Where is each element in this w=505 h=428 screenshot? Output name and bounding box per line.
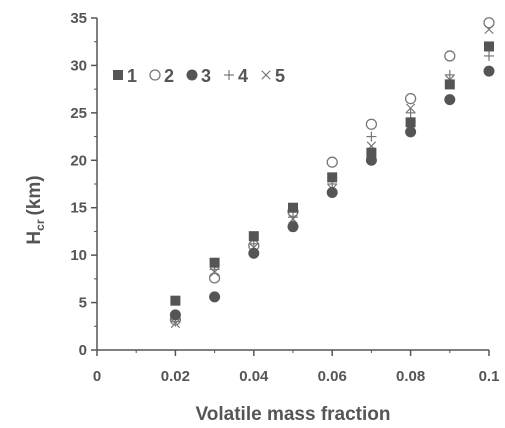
point-series-3-3 xyxy=(287,221,299,233)
point-series-2-1 xyxy=(208,272,221,284)
legend-label-1: 1 xyxy=(127,66,137,86)
legend-label-4: 4 xyxy=(238,66,248,86)
y-tick-label-2: 10 xyxy=(70,247,87,264)
x-tick-label-2: 0.04 xyxy=(239,368,269,385)
point-series-2-4 xyxy=(326,156,338,168)
point-series-3-8 xyxy=(483,65,495,77)
point-series-4-3 xyxy=(288,212,298,223)
point-series-3-5 xyxy=(365,154,377,166)
y-tick-label-7: 35 xyxy=(70,10,87,27)
legend-label-2: 2 xyxy=(164,66,174,86)
y-tick-label-6: 30 xyxy=(70,57,87,74)
y-tick-label-1: 5 xyxy=(79,295,87,312)
point-series-3-6 xyxy=(405,126,417,138)
point-series-2-6 xyxy=(404,92,417,105)
x-tick-label-1: 0.02 xyxy=(161,368,190,385)
point-series-1-7 xyxy=(444,79,455,90)
point-series-1-3 xyxy=(288,202,298,213)
point-series-3-1 xyxy=(209,291,221,303)
point-series-3-7 xyxy=(444,94,456,106)
point-series-1-8 xyxy=(484,41,494,52)
point-series-2-7 xyxy=(444,50,456,62)
y-tick-label-5: 25 xyxy=(70,105,87,122)
data-points xyxy=(169,17,495,329)
x-tick-label-4: 0.08 xyxy=(396,368,425,385)
legend-marker-1 xyxy=(113,70,123,80)
y-tick-label-0: 0 xyxy=(79,342,87,359)
point-series-1-4 xyxy=(327,172,338,183)
legend-marker-4 xyxy=(224,70,234,80)
legend-marker-5 xyxy=(261,70,271,80)
point-series-4-6 xyxy=(405,107,416,118)
point-series-3-4 xyxy=(326,187,338,199)
x-tick-label-3: 0.06 xyxy=(318,368,347,385)
tick-marks xyxy=(91,17,490,356)
point-series-2-5 xyxy=(365,118,378,130)
y-axis-title-main: H xyxy=(24,231,45,245)
point-series-1-5 xyxy=(366,147,377,158)
point-series-1-1 xyxy=(209,257,220,268)
point-series-4-5 xyxy=(366,131,377,142)
axes xyxy=(96,18,489,351)
y-axis-title: Hcr (km) xyxy=(24,175,47,244)
point-series-1-0 xyxy=(170,295,181,306)
legend-marker-3 xyxy=(186,69,198,81)
x-tick-label-5: 0.1 xyxy=(479,368,500,385)
point-series-1-2 xyxy=(248,231,259,242)
legend: 1 2 3 4 5 xyxy=(113,66,285,86)
x-axis-title: Volatile mass fraction xyxy=(196,404,391,425)
point-series-2-8 xyxy=(483,17,495,29)
point-series-1-6 xyxy=(405,117,416,128)
point-series-3-0 xyxy=(169,309,181,321)
point-series-3-2 xyxy=(248,247,260,259)
y-axis-title-sub: cr xyxy=(33,219,47,231)
x-tick-label-0: 0 xyxy=(93,368,101,385)
point-series-4-7 xyxy=(444,69,455,80)
y-axis-title-unit: (km) xyxy=(24,175,45,215)
legend-marker-2 xyxy=(149,69,161,81)
y-tick-label-3: 15 xyxy=(70,200,87,217)
legend-label-5: 5 xyxy=(275,66,285,86)
y-tick-label-4: 20 xyxy=(70,152,87,169)
point-series-4-8 xyxy=(484,50,494,61)
legend-label-3: 3 xyxy=(201,66,211,86)
